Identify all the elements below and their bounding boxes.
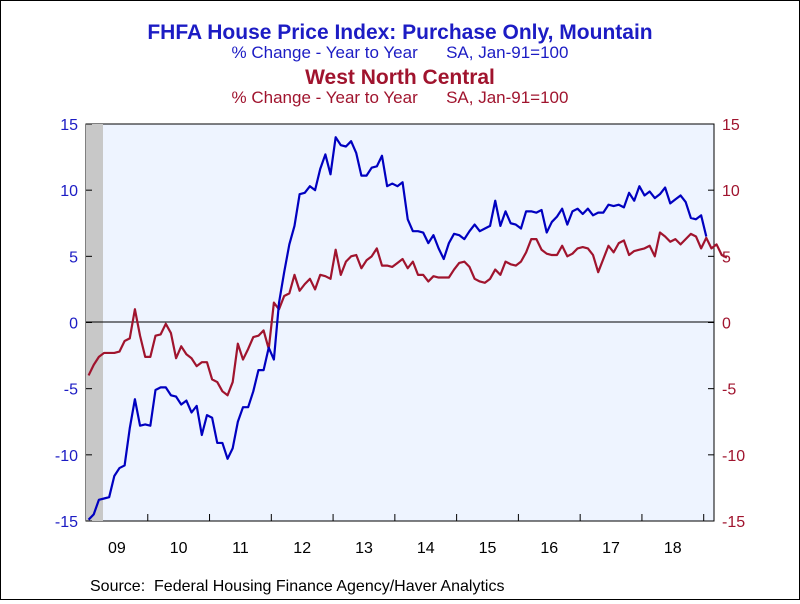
x-tick-label: 16: [540, 540, 558, 557]
left-tick-label: -5: [64, 382, 78, 399]
left-tick-label: 0: [69, 316, 78, 333]
left-tick-label: -15: [55, 514, 78, 531]
chart-subtitle-2: % Change - Year to Year SA, Jan-91=100: [232, 88, 569, 107]
left-tick-label: 10: [60, 183, 78, 200]
series-west-north-central-line: [87, 231, 728, 397]
right-tick-label: -10: [722, 448, 745, 465]
left-tick-label: -10: [55, 448, 78, 465]
x-tick-label: 09: [108, 540, 126, 557]
right-tick-label: 10: [722, 183, 740, 200]
right-tick-label: -5: [722, 382, 736, 399]
left-tick-label: 5: [69, 249, 78, 266]
chart-subtitle: % Change - Year to Year SA, Jan-91=100: [232, 43, 569, 62]
x-tick-label: 13: [355, 540, 373, 557]
x-tick-label: 17: [602, 540, 620, 557]
chart-title: FHFA House Price Index: Purchase Only, M…: [147, 21, 652, 44]
x-tick-label: 15: [479, 540, 497, 557]
x-tick-label: 12: [293, 540, 311, 557]
left-tick-label: 15: [60, 117, 78, 134]
series-layer: [87, 136, 728, 521]
right-tick-label: -15: [722, 514, 745, 531]
source-note: Source: Federal Housing Finance Agency/H…: [90, 578, 504, 595]
right-tick-label: 0: [722, 316, 731, 333]
x-tick-label: 11: [232, 540, 249, 557]
x-tick-label: 14: [417, 540, 435, 557]
x-tick-label: 18: [664, 540, 682, 557]
right-tick-label: 15: [722, 117, 740, 134]
chart-title-2: West North Central: [305, 66, 495, 89]
series-mountain-line: [87, 136, 708, 521]
left-axis: 15 10 5 0 -5 -10 -15: [55, 117, 92, 531]
x-axis: 09 10 11 12 13 14 15 16 17 18: [108, 514, 705, 557]
x-tick-label: 10: [170, 540, 188, 557]
